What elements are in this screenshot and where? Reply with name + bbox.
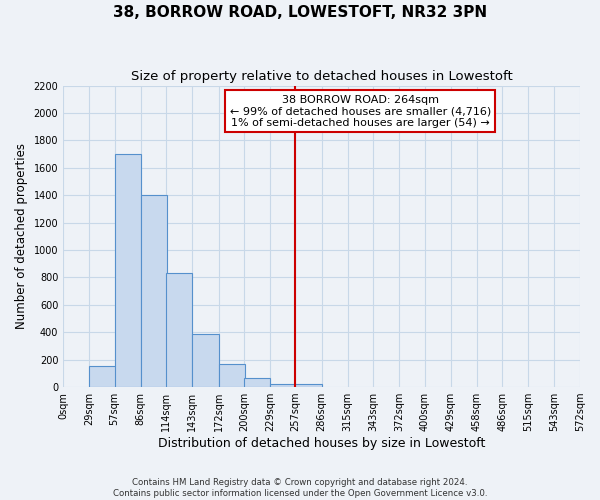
Bar — [141, 195, 167, 387]
X-axis label: Distribution of detached houses by size in Lowestoft: Distribution of detached houses by size … — [158, 437, 485, 450]
Bar — [115, 154, 141, 387]
Text: 38 BORROW ROAD: 264sqm
← 99% of detached houses are smaller (4,716)
1% of semi-d: 38 BORROW ROAD: 264sqm ← 99% of detached… — [230, 94, 491, 128]
Bar — [244, 378, 270, 387]
Bar — [166, 274, 193, 387]
Bar — [218, 364, 245, 387]
Text: 38, BORROW ROAD, LOWESTOFT, NR32 3PN: 38, BORROW ROAD, LOWESTOFT, NR32 3PN — [113, 5, 487, 20]
Y-axis label: Number of detached properties: Number of detached properties — [15, 144, 28, 330]
Bar — [89, 366, 116, 387]
Title: Size of property relative to detached houses in Lowestoft: Size of property relative to detached ho… — [131, 70, 512, 83]
Text: Contains HM Land Registry data © Crown copyright and database right 2024.
Contai: Contains HM Land Registry data © Crown c… — [113, 478, 487, 498]
Bar — [270, 384, 296, 387]
Bar — [193, 334, 218, 387]
Bar — [295, 384, 322, 387]
